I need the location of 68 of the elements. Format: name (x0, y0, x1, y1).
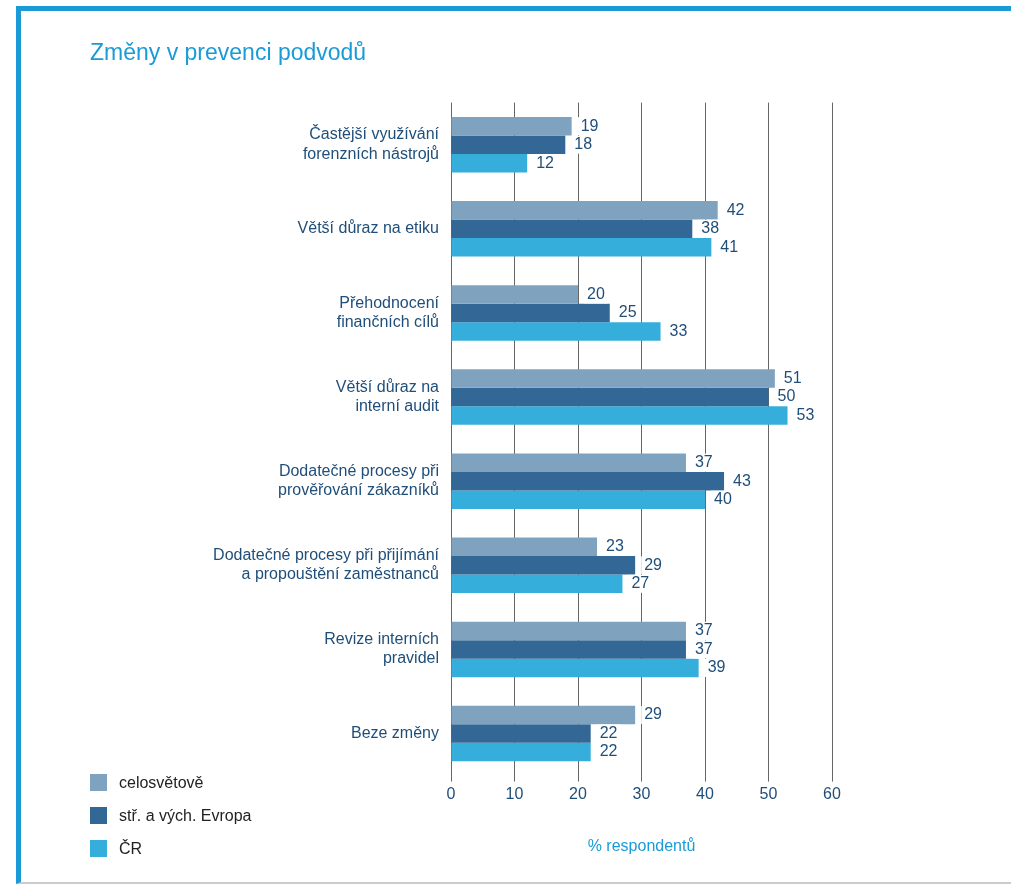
data-label: 37 (694, 621, 713, 639)
y-tick-label: Beze změny (350, 723, 439, 741)
bar (451, 387, 769, 407)
bar (451, 322, 661, 341)
bar (451, 621, 686, 641)
data-label: 19 (580, 116, 599, 134)
data-label: 23 (606, 537, 624, 555)
bar (451, 303, 610, 323)
data-label: 29 (644, 555, 663, 573)
bar (451, 238, 712, 257)
bar (451, 201, 718, 220)
x-tick-label: 40 (696, 784, 714, 802)
bar (451, 574, 623, 594)
bar (451, 471, 725, 491)
bar (451, 135, 566, 154)
data-label: 37 (694, 453, 713, 471)
data-label: 39 (707, 658, 726, 676)
bar (451, 369, 775, 388)
x-tick-label: 20 (569, 784, 587, 802)
bar (451, 724, 591, 743)
x-tick-label: 60 (823, 784, 841, 802)
data-label: 53 (796, 405, 815, 423)
bar (451, 285, 578, 304)
data-label: 40 (714, 490, 732, 508)
bar (451, 742, 591, 762)
legend-label: celosvětově (119, 773, 204, 792)
bar (451, 153, 528, 173)
y-tick-label: Přehodnocení finančních cílů (336, 293, 440, 330)
bar (451, 658, 699, 678)
y-tick-label: Větší důraz na etiku (297, 219, 439, 237)
data-label: 41 (720, 237, 739, 255)
y-tick-label: Dodatečné procesy při přijímání a propouštění zaměstnanců (213, 546, 440, 583)
x-tick-label: 0 (446, 784, 456, 802)
data-label: 43 (733, 471, 751, 489)
data-label: 27 (631, 574, 650, 592)
data-label: 29 (644, 705, 663, 723)
data-label: 33 (669, 321, 688, 339)
bar (451, 219, 693, 239)
bar (451, 490, 705, 509)
y-tick-label: Dodatečné procesy při prověřování zákazníků (278, 461, 439, 499)
data-label: 50 (777, 387, 796, 405)
bar (451, 406, 788, 425)
x-tick-label: 30 (632, 784, 651, 802)
y-tick-label: Revize interních pravidel (324, 630, 439, 667)
data-label: 20 (587, 284, 605, 302)
x-axis-title: % respondentů (587, 836, 696, 854)
data-label: 38 (701, 219, 720, 237)
data-label: 42 (726, 200, 745, 218)
legend-label: ČR (119, 839, 143, 858)
data-label: 25 (618, 303, 637, 321)
data-label: 51 (783, 368, 802, 386)
data-label: 37 (694, 639, 713, 657)
bar (451, 116, 572, 136)
bar (451, 705, 636, 725)
text: Změny v prevenci podvodů (90, 39, 367, 66)
legend-label: stř. a vých. Evropa (119, 806, 252, 825)
x-tick-label: 50 (759, 784, 778, 802)
data-label: 12 (536, 153, 555, 171)
x-tick-label: 10 (505, 784, 524, 802)
y-tick-label: Častější využívání forenzních nástrojů (302, 124, 440, 162)
data-label: 22 (599, 723, 618, 741)
y-tick-label: Větší důraz na interní audit (335, 377, 440, 415)
bar (451, 640, 686, 659)
data-label: 22 (599, 742, 618, 760)
bar (451, 556, 636, 575)
bar (451, 537, 598, 557)
data-label: 18 (574, 135, 593, 153)
bar (451, 453, 686, 472)
